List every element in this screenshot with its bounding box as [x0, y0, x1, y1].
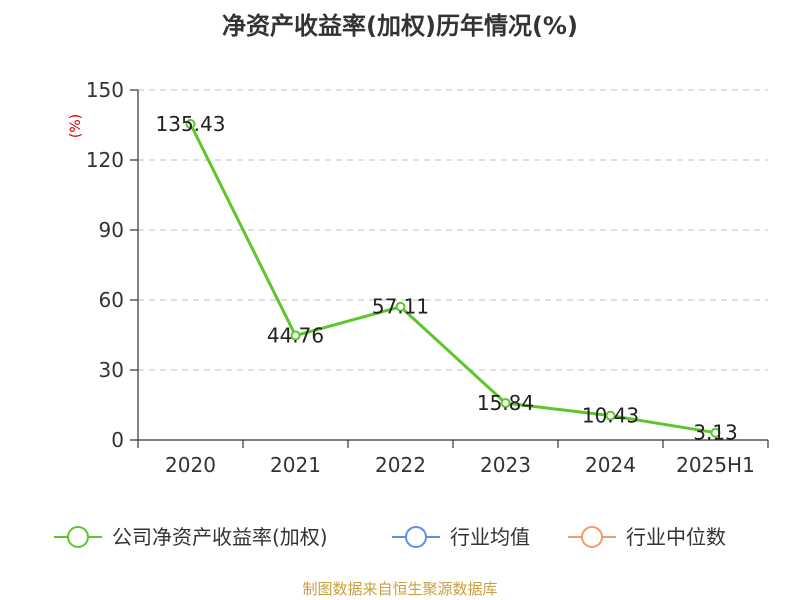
x-tick-label: 2023 [480, 453, 531, 477]
x-tick-label: 2024 [585, 453, 636, 477]
y-tick-label: 120 [86, 148, 124, 172]
y-tick-label: 30 [99, 358, 124, 382]
data-point [290, 330, 301, 341]
data-labels: 135.43 44.76 57.11 15.84 10.43 3.13 [156, 112, 738, 445]
data-label: 135.43 [156, 112, 226, 136]
data-label: 3.13 [693, 421, 738, 445]
source-note: 制图数据来自恒生聚源数据库 [302, 580, 497, 598]
x-tick-label: 2021 [270, 453, 321, 477]
y-tick-label: 90 [99, 218, 124, 242]
legend-label: 行业中位数 [626, 525, 726, 549]
series-line [189, 123, 716, 435]
legend-marker [405, 526, 427, 548]
x-tick-label: 2025H1 [676, 453, 755, 477]
y-tick-label: 150 [86, 78, 124, 102]
data-point [710, 427, 721, 438]
legend-label: 行业均值 [450, 525, 530, 549]
legend-marker [581, 526, 603, 548]
data-point [500, 398, 511, 409]
legend-marker [67, 526, 89, 548]
data-point [605, 410, 616, 421]
y-unit-label: (%) [68, 114, 84, 138]
grid [138, 89, 768, 371]
data-label: 15.84 [477, 391, 534, 415]
data-point [185, 118, 196, 129]
chart-title: 净资产收益率(加权)历年情况(%) [222, 12, 578, 40]
data-label: 57.11 [372, 295, 429, 319]
y-tick-label: 60 [99, 288, 124, 312]
legend: 公司净资产收益率(加权) 行业均值 行业中位数 [54, 525, 726, 549]
data-point [395, 301, 406, 312]
series-layer [185, 118, 721, 438]
axes: 0 30 60 90 120 150 2020 2021 2022 2023 2024 2025H1 [86, 78, 769, 477]
data-label: 10.43 [582, 404, 639, 428]
y-tick-label: 0 [111, 428, 124, 452]
x-tick-label: 2022 [375, 453, 426, 477]
legend-label: 公司净资产收益率(加权) [112, 525, 328, 549]
x-tick-label: 2020 [165, 453, 216, 477]
data-label: 44.76 [267, 324, 324, 348]
